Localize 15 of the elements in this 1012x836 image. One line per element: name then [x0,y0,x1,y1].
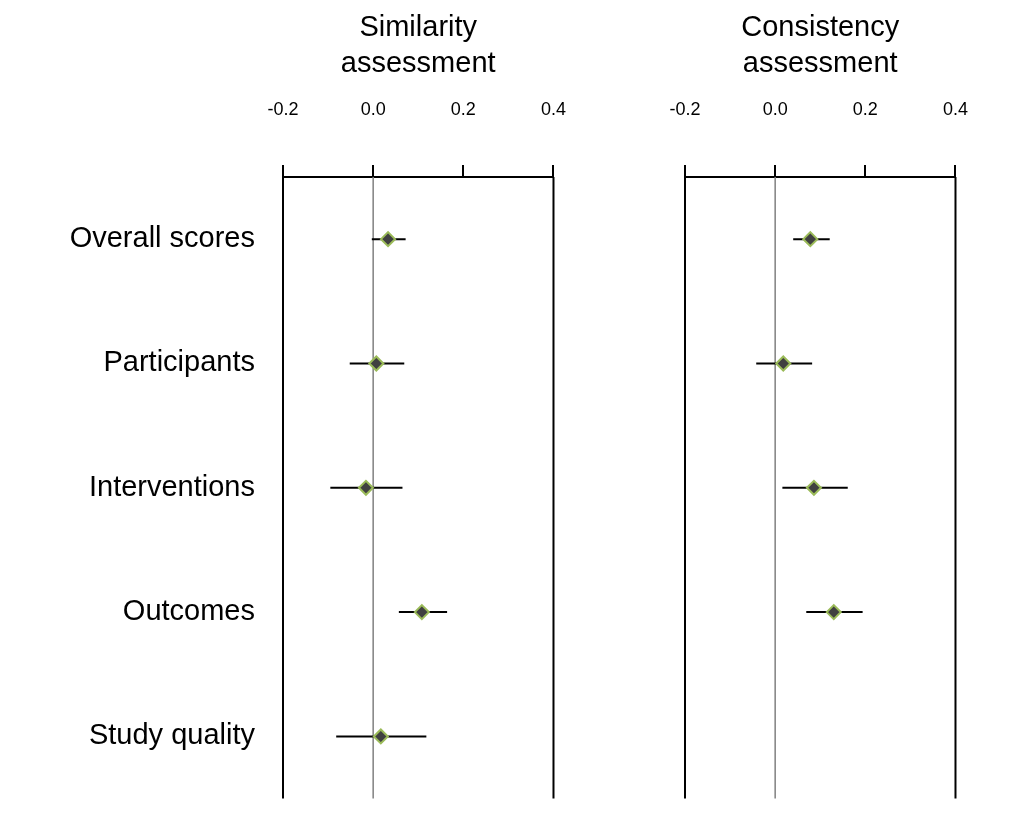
y-tick-label: Participants [103,345,255,378]
y-tick-label: Study quality [88,718,256,751]
x-tick-label: -0.2 [669,99,701,120]
x-tick-label: 0.2 [450,99,476,120]
x-tick-label: 0.0 [762,99,788,120]
x-tick-label: -0.2 [267,99,299,120]
x-tick-label: 0.0 [360,99,386,120]
x-tick-label: 0.2 [852,99,878,120]
chart-title: Consistency assessment [740,9,901,80]
x-tick-label: 0.4 [942,99,968,120]
chart-title: Similarity assessment [339,9,497,80]
y-tick-label: Overall scores [69,221,255,254]
y-tick-label: Interventions [88,469,255,502]
x-tick-label: 0.4 [540,99,566,120]
y-tick-label: Outcomes [122,594,255,627]
